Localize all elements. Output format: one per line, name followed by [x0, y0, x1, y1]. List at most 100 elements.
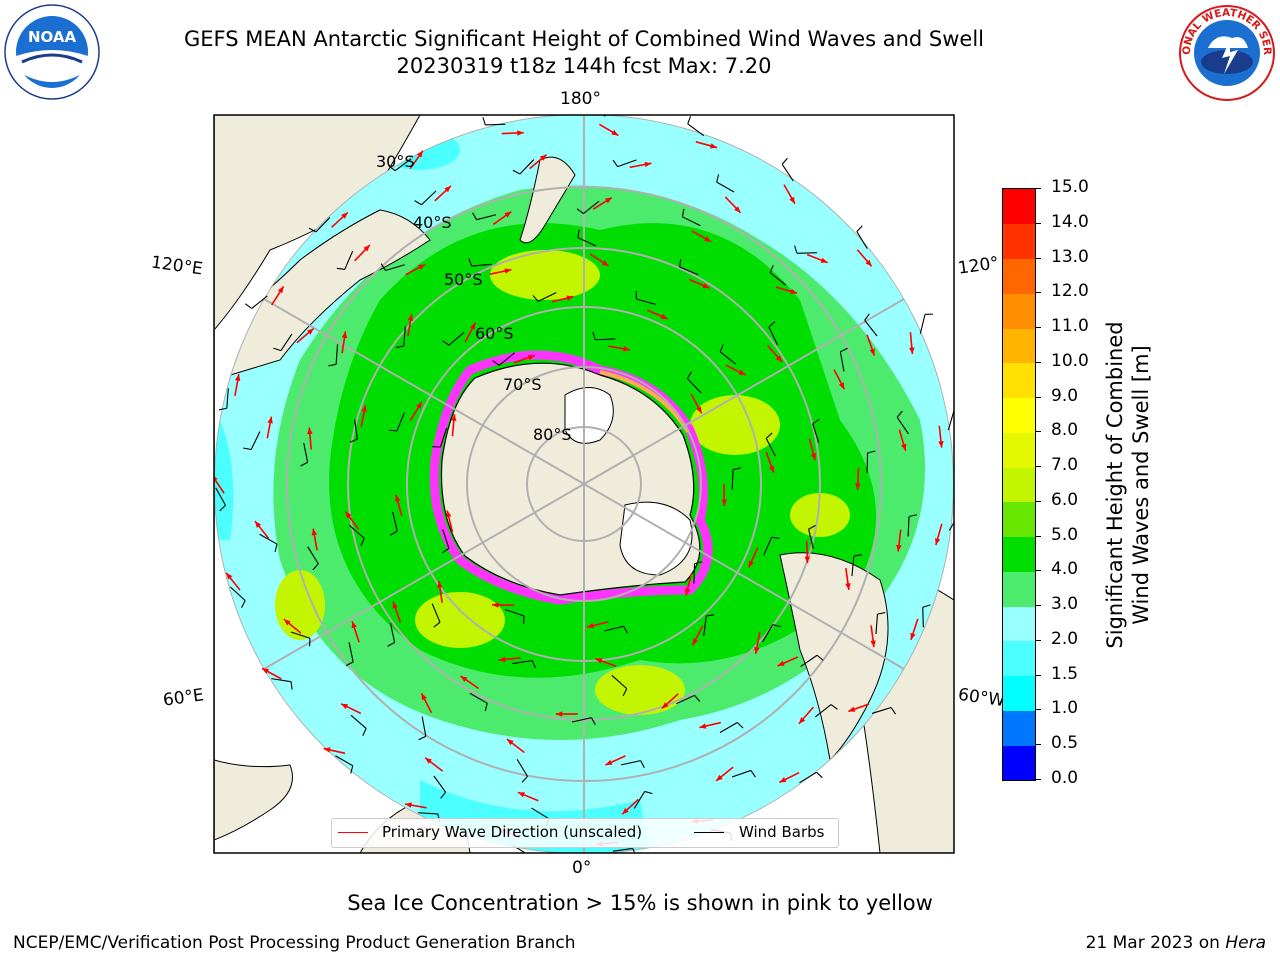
wind-barb-shaft	[421, 716, 427, 737]
wind-barb-shaft	[636, 298, 656, 305]
wind-barb-flag	[440, 791, 447, 799]
wave-arrow-head	[644, 161, 652, 168]
wind-barb-flag	[816, 771, 823, 779]
colorbar-tick	[1035, 257, 1041, 259]
wind-barb-flag	[576, 208, 584, 214]
wind-barb-flag	[273, 347, 282, 352]
wind-barb-flag	[300, 461, 308, 467]
wave-arrow-head	[901, 443, 907, 451]
wind-barb-flag	[349, 438, 358, 443]
colorbar-tick	[1035, 431, 1041, 433]
wind-barb-shaft	[839, 351, 845, 372]
colorbar-tick-label: 0.5	[1051, 733, 1079, 754]
colorbar-label-line1: Significant Height of Combined	[1103, 321, 1127, 649]
colorbar	[1002, 188, 1036, 781]
wind-barb-shaft	[716, 181, 735, 193]
wind-barb-shaft	[471, 263, 492, 267]
colorbar-segment	[1003, 745, 1035, 781]
wave-height-field	[214, 115, 954, 853]
colorbar-tick-label: 14.0	[1051, 211, 1089, 232]
colorbar-tick-label: 1.5	[1051, 663, 1079, 684]
wind-barb-shaft	[519, 159, 535, 175]
wind-barb-shaft	[335, 755, 354, 767]
wave-arrow-head	[517, 792, 525, 798]
wind-barb-shaft	[350, 714, 367, 729]
wind-barb-shaft	[389, 622, 396, 643]
wind-barb-flag	[716, 174, 720, 183]
wind-barb-shaft	[485, 123, 506, 126]
wave-arrow-head	[865, 259, 872, 267]
wave-arrow-head	[469, 322, 476, 330]
wind-barb-shaft	[280, 333, 293, 351]
wave-arrow-head	[498, 656, 506, 663]
wind-barb-flag	[772, 624, 781, 628]
wind-barb-flag	[686, 371, 692, 379]
colorbar-label-line2: Wind Waves and Swell [m]	[1129, 345, 1153, 625]
wind-barb-shaft	[577, 237, 597, 247]
wind-barb-shaft	[442, 529, 450, 549]
wave-arrow-head	[938, 441, 944, 448]
wind-barb-shaft	[476, 214, 497, 221]
wind-barb-shaft	[896, 416, 909, 435]
wave-arrow-head	[407, 314, 414, 321]
chart-subtitle: 20230319 t18z 144h fcst Max: 7.20	[396, 54, 772, 78]
wave-arrow-head	[416, 401, 422, 409]
wind-barb-shaft	[315, 217, 331, 233]
wave-direction-legend-label: Primary Wave Direction (unscaled)	[382, 823, 643, 841]
wave-arrow-head	[539, 154, 547, 161]
wind-barb-flag	[864, 313, 870, 321]
wind-barb-flag	[771, 536, 780, 539]
wave-arrow-head	[566, 295, 574, 301]
wave-arrow-head	[692, 638, 698, 646]
wind-barb-flag	[274, 543, 278, 552]
wind-barb-flag	[388, 165, 396, 172]
colorbar-segment	[1003, 293, 1035, 329]
wind-barb-flag	[622, 688, 628, 697]
wind-barb-flag	[922, 604, 931, 608]
wind-barb-shaft	[617, 159, 637, 168]
wind-barb-shaft	[796, 252, 817, 254]
credit-host: Hera	[1225, 933, 1266, 953]
colorbar-tick	[1035, 222, 1041, 224]
wave-arrow-head	[777, 660, 785, 666]
wind-barb-flag	[612, 159, 619, 167]
wind-barb-shaft	[633, 791, 646, 809]
wave-arrow-head	[341, 331, 348, 339]
wave-arrow-head	[506, 739, 514, 746]
wind-barb-shaft	[765, 438, 776, 457]
wind-barb-flag	[750, 770, 756, 778]
wave-arrow-head	[769, 465, 775, 473]
wind-barb-flag	[244, 303, 253, 309]
wave-arrow-head	[595, 658, 603, 664]
wind-barb-flag	[441, 547, 450, 554]
wave-arrow-head	[748, 560, 754, 568]
nws-logo: NATIONAL WEATHER SERVICE	[1178, 4, 1275, 101]
colorbar-tick	[1035, 744, 1041, 746]
wave-arrow-head	[425, 757, 432, 764]
colorbar-tick-label: 3.0	[1051, 594, 1079, 615]
wave-arrow-head	[775, 355, 783, 363]
wind-barb-shaft	[814, 704, 832, 718]
wind-barb-flag	[890, 707, 896, 715]
wind-barb-shaft	[433, 775, 447, 793]
wind-barb-flag	[591, 717, 596, 725]
wind-barb-shaft	[290, 631, 311, 639]
wave-arrow-head	[451, 414, 457, 421]
colorbar-segment	[1003, 258, 1035, 294]
wind-barb-flag	[380, 263, 386, 271]
wind-barb-shaft	[781, 163, 794, 182]
wind-barb-shaft	[731, 469, 734, 490]
credit-left: NCEP/EMC/Verification Post Processing Pr…	[13, 933, 576, 953]
wind-barb-flag	[387, 642, 395, 647]
wind-barb-flag	[395, 345, 404, 349]
lat-label-50s: 50°S	[444, 270, 483, 289]
wind-barb-shaft	[303, 442, 309, 463]
wave-arrow-head	[896, 544, 902, 552]
wind-barb-flag	[433, 621, 441, 628]
wind-barb-shaft	[271, 678, 292, 683]
colorbar-tick-label: 0.0	[1051, 768, 1079, 788]
wave-arrow-head	[845, 583, 851, 590]
wave-and-wind-vectors	[214, 115, 954, 853]
wind-barb-shaft	[498, 352, 516, 366]
colorbar-tick	[1035, 188, 1041, 189]
